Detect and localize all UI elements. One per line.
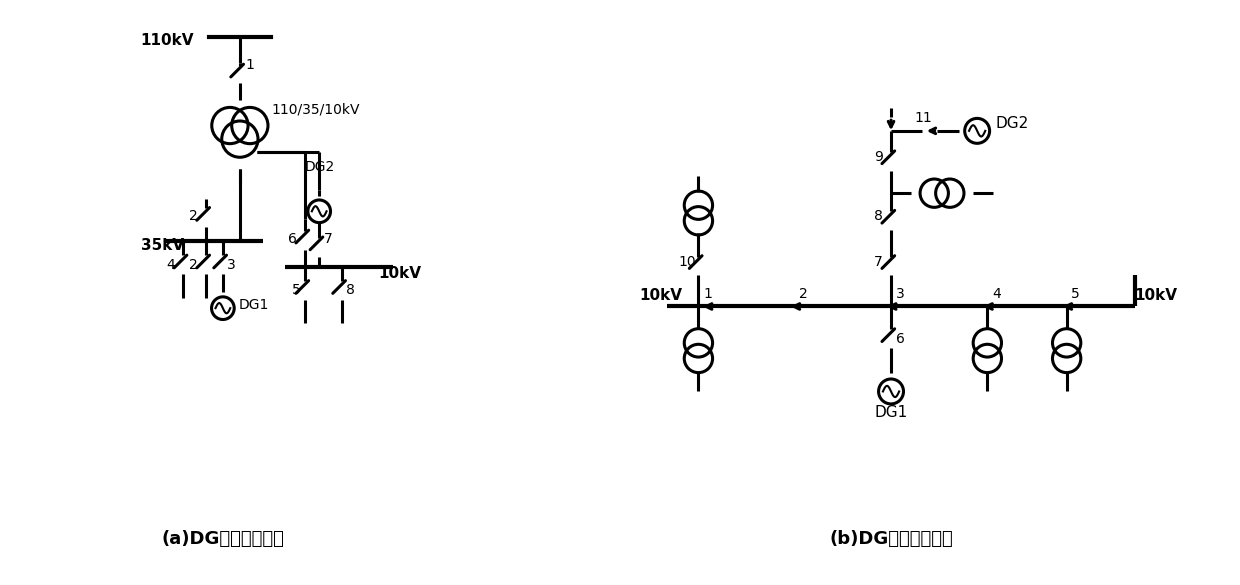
Text: 5: 5 xyxy=(1071,287,1080,301)
Text: 3: 3 xyxy=(895,287,904,301)
Text: 8: 8 xyxy=(346,283,355,297)
Text: 4: 4 xyxy=(166,257,175,271)
Text: 7: 7 xyxy=(324,232,332,246)
Text: 2: 2 xyxy=(188,209,197,223)
Text: 10kV: 10kV xyxy=(378,266,422,281)
Text: 11: 11 xyxy=(915,111,932,125)
Text: 2: 2 xyxy=(800,287,808,301)
Text: 7: 7 xyxy=(874,254,883,269)
Text: 10kV: 10kV xyxy=(639,288,682,302)
Text: (a)DG通过母线接入: (a)DG通过母线接入 xyxy=(161,530,284,548)
Text: 4: 4 xyxy=(992,287,1001,301)
Text: DG1: DG1 xyxy=(874,405,908,420)
Text: 10kV: 10kV xyxy=(1135,288,1178,302)
Text: 110kV: 110kV xyxy=(140,33,195,48)
Text: 8: 8 xyxy=(874,209,883,223)
Text: DG2: DG2 xyxy=(996,116,1029,131)
Text: 9: 9 xyxy=(874,150,883,164)
Text: 5: 5 xyxy=(291,283,301,297)
Text: 35kV: 35kV xyxy=(140,238,184,253)
Text: 10: 10 xyxy=(678,254,696,269)
Text: 110/35/10kV: 110/35/10kV xyxy=(272,103,360,117)
Text: 2: 2 xyxy=(188,257,197,271)
Text: DG2: DG2 xyxy=(305,160,335,174)
Text: 6: 6 xyxy=(288,232,296,246)
Text: 1: 1 xyxy=(246,57,254,71)
Text: (b)DG通过馈线接入: (b)DG通过馈线接入 xyxy=(830,530,952,548)
Text: DG1: DG1 xyxy=(239,298,269,312)
Text: 6: 6 xyxy=(895,332,904,346)
Text: 1: 1 xyxy=(703,287,712,301)
Text: 3: 3 xyxy=(227,257,236,271)
